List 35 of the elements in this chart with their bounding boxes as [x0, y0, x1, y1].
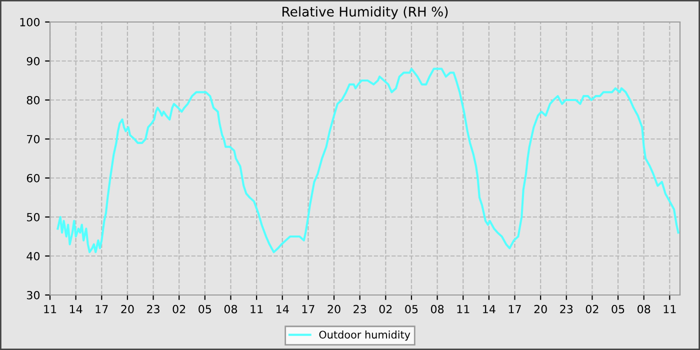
x-tick-label: 14 [70, 305, 82, 314]
x-tick-label: 08 [224, 304, 238, 314]
y-tick-label: 50 [26, 212, 40, 222]
x-tick-label: 11 [250, 305, 263, 314]
x-tick-label: 17 [96, 305, 108, 314]
x-tick-label: 20 [121, 304, 134, 314]
x-tick-label: 11 [457, 305, 470, 314]
x-tick-label: 23 [560, 304, 573, 314]
x-tick-label: 20 [534, 304, 547, 314]
x-tick-label: 17 [302, 305, 314, 314]
x-tick-label: 17 [508, 305, 521, 314]
y-tick-label: 40 [26, 252, 40, 260]
x-tick-label: 08 [638, 304, 650, 314]
y-tick-label: 30 [26, 290, 40, 300]
x-tick-label: 23 [354, 304, 366, 314]
x-tick-label: 08 [430, 304, 444, 314]
y-tick-label: 80 [26, 96, 40, 104]
x-tick-label: 11 [44, 305, 56, 314]
y-tick-label: 60 [26, 174, 40, 182]
x-tick-label: 14 [483, 305, 496, 314]
x-tick-label: 05 [198, 304, 212, 314]
x-tick-label: 05 [405, 304, 418, 314]
x-tick-label: 23 [147, 304, 160, 314]
chart-title: Relative Humidity (RH %) [282, 6, 448, 20]
legend-label: Outdoor humidity [319, 330, 410, 341]
x-tick-label: 02 [586, 304, 598, 314]
x-tick-label: 14 [276, 305, 289, 314]
y-tick-label: 90 [26, 56, 40, 66]
x-tick-label: 20 [328, 304, 340, 314]
x-tick-label: 05 [612, 304, 624, 314]
x-tick-label: 02 [379, 304, 392, 314]
y-tick-label: 100 [20, 18, 40, 26]
x-tick-label: 11 [664, 305, 676, 314]
x-tick-label: 02 [172, 304, 186, 314]
y-tick-label: 70 [27, 134, 40, 144]
